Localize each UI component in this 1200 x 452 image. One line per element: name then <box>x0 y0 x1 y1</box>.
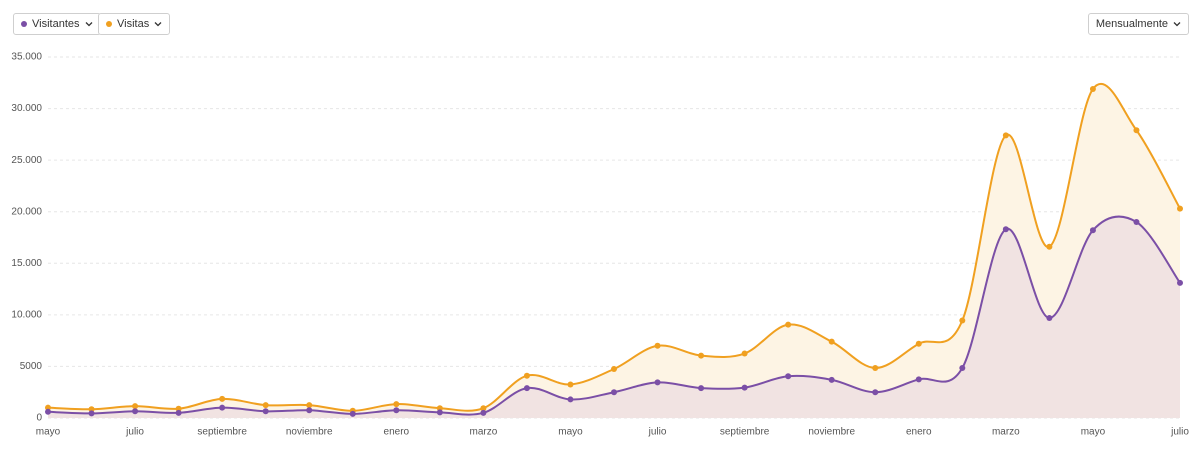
x-tick-label: marzo <box>992 427 1020 438</box>
data-point <box>436 409 443 416</box>
series-toggle[interactable]: Visitas <box>98 13 171 35</box>
data-point <box>45 408 51 415</box>
x-tick-label: enero <box>906 427 932 438</box>
x-tick-label: mayo <box>1081 427 1106 438</box>
data-point <box>88 406 95 413</box>
data-point <box>611 366 617 373</box>
data-point <box>611 389 617 396</box>
data-point <box>698 352 705 359</box>
data-point <box>393 407 400 414</box>
period-dropdown[interactable]: Mensualmente <box>1087 13 1189 35</box>
legend-label: Visitantes <box>32 18 80 30</box>
data-point <box>1002 132 1009 139</box>
data-point <box>785 321 792 328</box>
data-point <box>45 404 51 411</box>
data-point <box>741 350 748 357</box>
data-point <box>741 384 748 391</box>
legend-label: Visitas <box>117 18 150 30</box>
data-point <box>872 389 879 396</box>
data-point <box>1089 227 1096 234</box>
x-tick-label: noviembre <box>286 427 333 438</box>
data-point <box>219 395 226 402</box>
y-tick-label: 30.000 <box>11 103 42 114</box>
data-point <box>523 372 530 379</box>
data-point <box>698 385 705 392</box>
series-area <box>48 216 1180 418</box>
x-tick-label: mayo <box>558 427 583 438</box>
x-tick-label: julio <box>648 427 667 438</box>
x-tick-label: septiembre <box>720 427 770 438</box>
y-tick-label: 0 <box>36 413 42 424</box>
x-tick-label: julio <box>125 427 144 438</box>
legend-dot <box>106 21 112 27</box>
legend-dot <box>21 21 27 27</box>
y-tick-label: 5000 <box>20 361 43 372</box>
x-tick-label: julio <box>1170 427 1189 438</box>
data-point <box>175 409 182 416</box>
data-point <box>175 405 182 412</box>
data-point <box>480 405 487 412</box>
data-point <box>654 379 661 386</box>
x-tick-label: marzo <box>469 427 497 438</box>
data-point <box>349 410 356 417</box>
data-point <box>915 340 922 347</box>
period-label: Mensualmente <box>1095 18 1168 30</box>
data-point <box>567 381 574 388</box>
data-point <box>567 396 574 403</box>
data-point <box>1133 127 1140 134</box>
data-point <box>785 373 792 380</box>
data-point <box>1046 243 1053 250</box>
data-point <box>872 364 879 371</box>
data-point <box>306 402 313 409</box>
data-point <box>132 408 139 415</box>
chevron <box>154 22 162 27</box>
data-point <box>523 385 530 392</box>
data-point <box>132 403 139 410</box>
data-point <box>1002 226 1009 233</box>
chevron <box>85 22 92 27</box>
x-tick-label: enero <box>384 427 410 438</box>
x-tick-label: mayo <box>36 427 61 438</box>
data-point <box>654 342 661 349</box>
x-tick-label: septiembre <box>197 427 247 438</box>
data-point <box>262 402 269 409</box>
data-point <box>959 317 966 324</box>
series-toggle[interactable]: Visitantes <box>13 13 101 35</box>
data-point <box>1177 205 1183 212</box>
data-point <box>828 376 835 383</box>
data-point <box>262 408 269 415</box>
data-point <box>436 405 443 412</box>
y-tick-label: 15.000 <box>11 258 42 269</box>
y-tick-label: 25.000 <box>11 155 42 166</box>
data-point <box>219 404 226 411</box>
data-point <box>915 376 922 383</box>
data-point <box>393 401 400 408</box>
data-point <box>1046 314 1053 321</box>
data-point <box>88 410 95 417</box>
data-point <box>480 409 487 416</box>
chevron <box>1173 22 1181 27</box>
data-point <box>959 364 966 371</box>
data-point <box>1089 85 1096 92</box>
y-tick-label: 35.000 <box>11 52 42 63</box>
data-point <box>1177 279 1183 286</box>
y-tick-label: 10.000 <box>11 309 42 320</box>
data-point <box>828 338 835 345</box>
data-point <box>1133 219 1140 226</box>
x-tick-label: noviembre <box>808 427 855 438</box>
data-point <box>306 407 313 414</box>
y-tick-label: 20.000 <box>11 206 42 217</box>
series-line <box>47 215 1181 416</box>
